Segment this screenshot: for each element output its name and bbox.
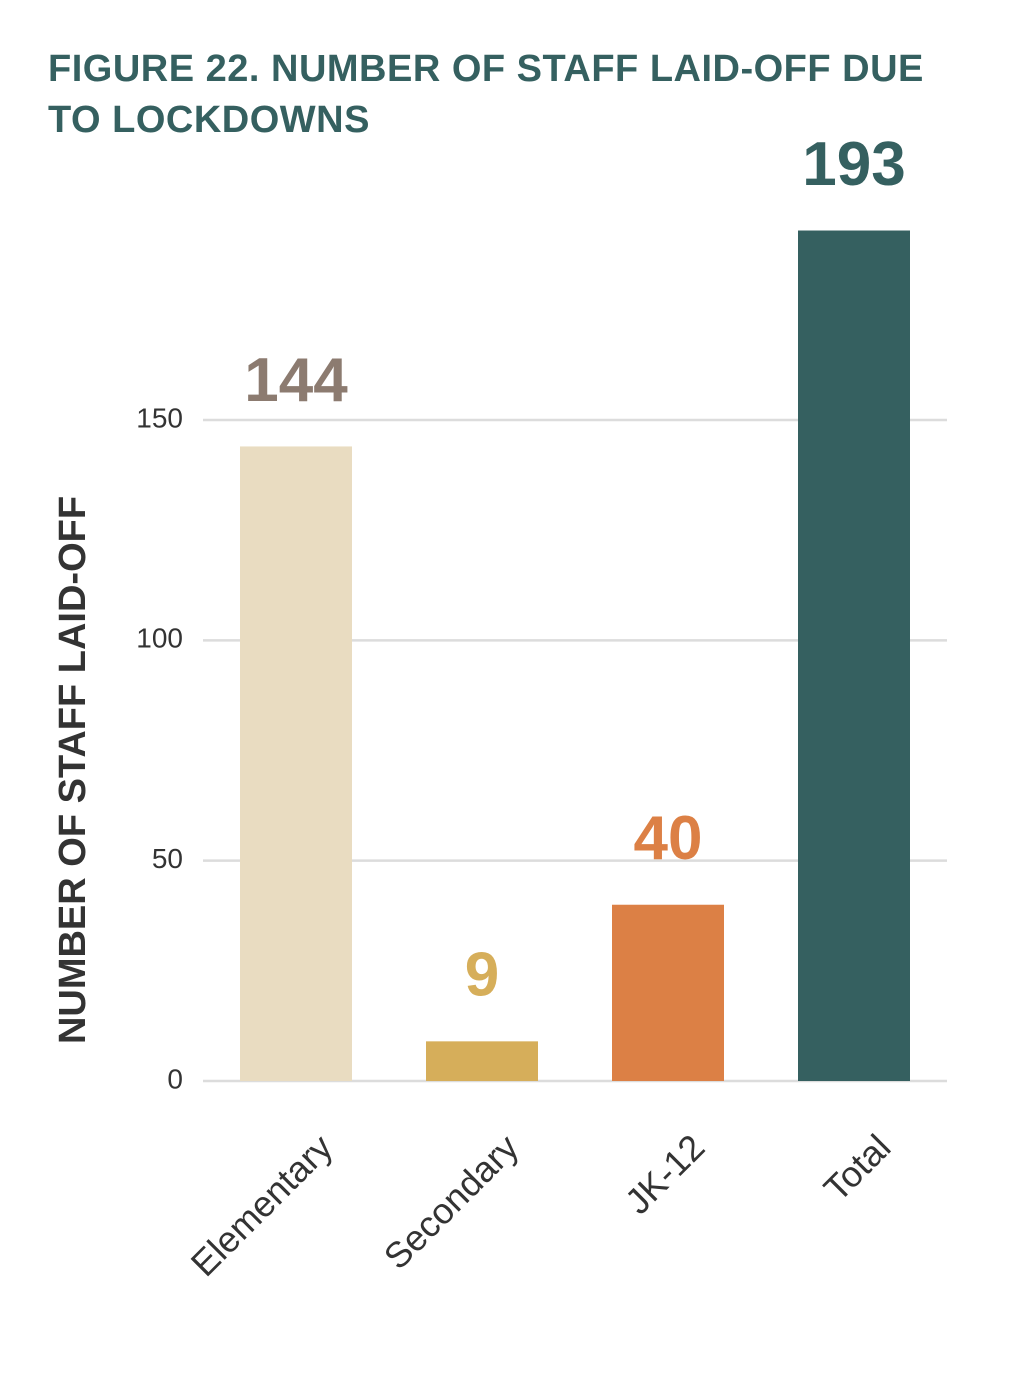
x-tick-label: Secondary	[376, 1126, 527, 1277]
bar	[798, 230, 910, 1082]
value-label: 40	[634, 804, 703, 873]
y-tick-label: 0	[167, 1063, 183, 1094]
bar	[612, 904, 724, 1081]
y-tick-label: 100	[136, 623, 183, 654]
value-label: 9	[465, 941, 499, 1010]
value-label: 144	[244, 346, 348, 415]
value-label: 193	[802, 130, 905, 199]
bar	[426, 1041, 538, 1081]
chart-title: FIGURE 22. NUMBER OF STAFF LAID-OFF DUE …	[48, 48, 924, 141]
bar	[240, 446, 352, 1081]
y-axis-label: NUMBER OF STAFF LAID-OFF	[52, 496, 94, 1044]
x-tick-label: JK-12	[617, 1126, 712, 1221]
x-tick-label: Elementary	[183, 1126, 341, 1284]
y-tick-label: 150	[136, 402, 183, 433]
x-tick-label: Total	[816, 1126, 899, 1209]
y-tick-label: 50	[152, 843, 183, 874]
